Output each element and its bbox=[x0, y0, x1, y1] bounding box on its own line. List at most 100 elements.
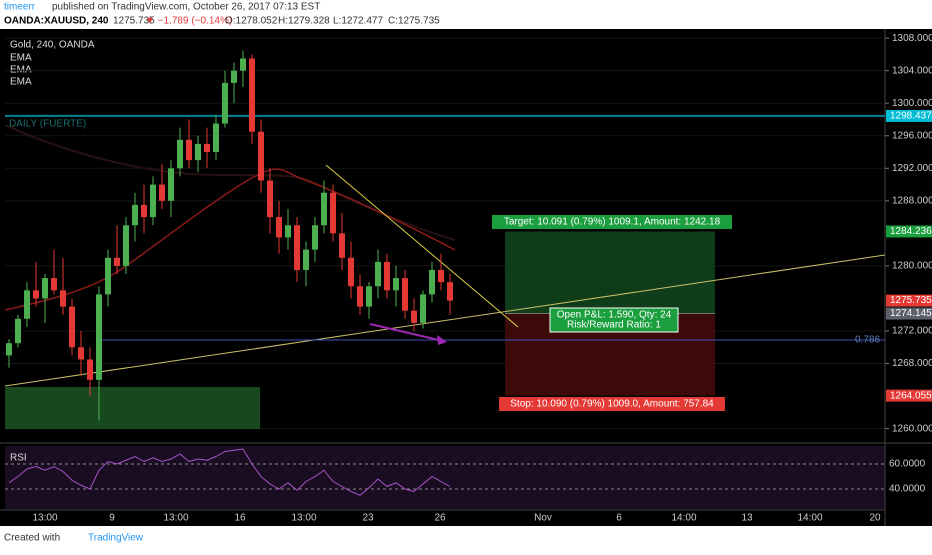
symbol: OANDA:XAUUSD, 240 bbox=[4, 16, 109, 27]
candle-body bbox=[375, 261, 381, 287]
price-marker bbox=[886, 294, 932, 307]
candle-body bbox=[276, 217, 282, 238]
candle-body bbox=[321, 192, 327, 226]
candle-body bbox=[213, 123, 219, 153]
change: ▼ −1.789 (−0.14%) bbox=[145, 16, 232, 27]
candle-body bbox=[204, 143, 210, 153]
published: published on TradingView.com, October 26… bbox=[52, 2, 320, 13]
y-tick-label: 1292.000 bbox=[892, 163, 932, 174]
support-zone bbox=[5, 387, 260, 429]
candle-body bbox=[105, 257, 111, 295]
candle-body bbox=[384, 261, 390, 291]
price-marker-label: 1284.236 bbox=[890, 226, 932, 237]
candle-body bbox=[249, 58, 255, 132]
trend-line bbox=[4, 254, 886, 387]
x-tick-label: 13:00 bbox=[291, 513, 316, 524]
author[interactable]: timeerr bbox=[4, 2, 36, 13]
x-tick-label: 13 bbox=[741, 513, 753, 524]
x-tick-label: 16 bbox=[234, 513, 246, 524]
candle-body bbox=[420, 294, 426, 323]
low: L:1272.477 bbox=[333, 16, 383, 27]
x-tick-label: Nov bbox=[534, 513, 552, 524]
candle-body bbox=[231, 70, 237, 83]
rsi-line bbox=[8, 448, 451, 496]
candle-body bbox=[51, 278, 57, 291]
candle-body bbox=[366, 286, 372, 307]
chart-title: Gold, 240, OANDA bbox=[10, 40, 95, 51]
price-marker bbox=[886, 109, 932, 122]
rsi-tick-label: 60.0000 bbox=[889, 459, 926, 470]
rsi-tick-label: 40.0000 bbox=[889, 484, 926, 495]
x-tick-label: 26 bbox=[434, 513, 446, 524]
candle-body bbox=[42, 278, 48, 299]
pnl-box bbox=[549, 307, 679, 333]
indicator: EMA bbox=[10, 65, 32, 76]
y-tick-label: 1268.000 bbox=[892, 358, 932, 369]
candle-body bbox=[159, 184, 165, 201]
candle-body bbox=[330, 192, 336, 234]
candle-body bbox=[87, 359, 93, 380]
x-tick-label: 23 bbox=[362, 513, 374, 524]
x-tick-label: 6 bbox=[616, 513, 622, 524]
price-marker bbox=[886, 225, 932, 238]
x-tick-label: 14:00 bbox=[671, 513, 696, 524]
candle-body bbox=[312, 225, 318, 250]
candle-body bbox=[132, 204, 138, 226]
candle-body bbox=[348, 257, 354, 287]
x-tick-label: 13:00 bbox=[32, 513, 57, 524]
candle-body bbox=[411, 310, 417, 323]
candle-body bbox=[285, 225, 291, 238]
candle-body bbox=[24, 290, 30, 319]
footer-brand[interactable]: TradingView bbox=[88, 533, 144, 544]
price-marker bbox=[886, 307, 932, 320]
x-tick-label: 9 bbox=[109, 513, 115, 524]
arrow bbox=[369, 323, 444, 342]
candle-body bbox=[429, 269, 435, 295]
ema bbox=[4, 168, 456, 311]
candle-body bbox=[339, 233, 345, 258]
open: O:1278.052 bbox=[225, 16, 278, 27]
candle-body bbox=[114, 257, 120, 266]
close: C:1275.735 bbox=[388, 16, 440, 27]
candle-body bbox=[141, 204, 147, 218]
candle-body bbox=[240, 58, 246, 71]
pnl-label: Open P&L: 1.590, Qty: 24 bbox=[557, 310, 672, 321]
target-zone bbox=[505, 231, 715, 314]
price-marker-label: 1274.145 bbox=[890, 308, 932, 319]
y-tick-label: 1296.000 bbox=[892, 130, 932, 141]
rr-label: Risk/Reward Ratio: 1 bbox=[567, 320, 661, 331]
rsi-title: RSI bbox=[10, 453, 27, 464]
x-tick-label: 14:00 bbox=[797, 513, 822, 524]
candle-body bbox=[6, 343, 12, 356]
y-tick-label: 1280.000 bbox=[892, 261, 932, 272]
candle-body bbox=[267, 180, 273, 218]
candle-body bbox=[78, 347, 84, 360]
stop-label-box bbox=[499, 397, 725, 411]
trend-line bbox=[325, 164, 519, 328]
candle-body bbox=[195, 143, 201, 161]
high: H:1279.328 bbox=[278, 16, 330, 27]
candle-body bbox=[186, 139, 192, 161]
indicator: EMA bbox=[10, 77, 32, 88]
y-tick-label: 1304.000 bbox=[892, 65, 932, 76]
y-tick-label: 1300.000 bbox=[892, 98, 932, 109]
last: 1275.735 bbox=[113, 16, 155, 27]
fib-label: 0.786 bbox=[855, 335, 880, 346]
candle-body bbox=[447, 282, 453, 301]
candle-body bbox=[303, 249, 309, 270]
candle-body bbox=[150, 184, 156, 218]
x-tick-label: 20 bbox=[869, 513, 881, 524]
level-label: DAILY (FUERTE) bbox=[9, 119, 86, 130]
target-label: Target: 10.091 (0.79%) 1009.1, Amount: 1… bbox=[504, 217, 721, 228]
candle-body bbox=[15, 318, 21, 344]
candle-body bbox=[222, 82, 228, 124]
price-marker-label: 1264.055 bbox=[890, 390, 932, 401]
y-tick-label: 1288.000 bbox=[892, 195, 932, 206]
candle-body bbox=[294, 225, 300, 270]
candle-body bbox=[177, 139, 183, 169]
indicator: EMA bbox=[10, 53, 32, 64]
footer-created: Created with bbox=[4, 533, 60, 544]
candle-body bbox=[33, 290, 39, 299]
candle-body bbox=[438, 269, 444, 283]
